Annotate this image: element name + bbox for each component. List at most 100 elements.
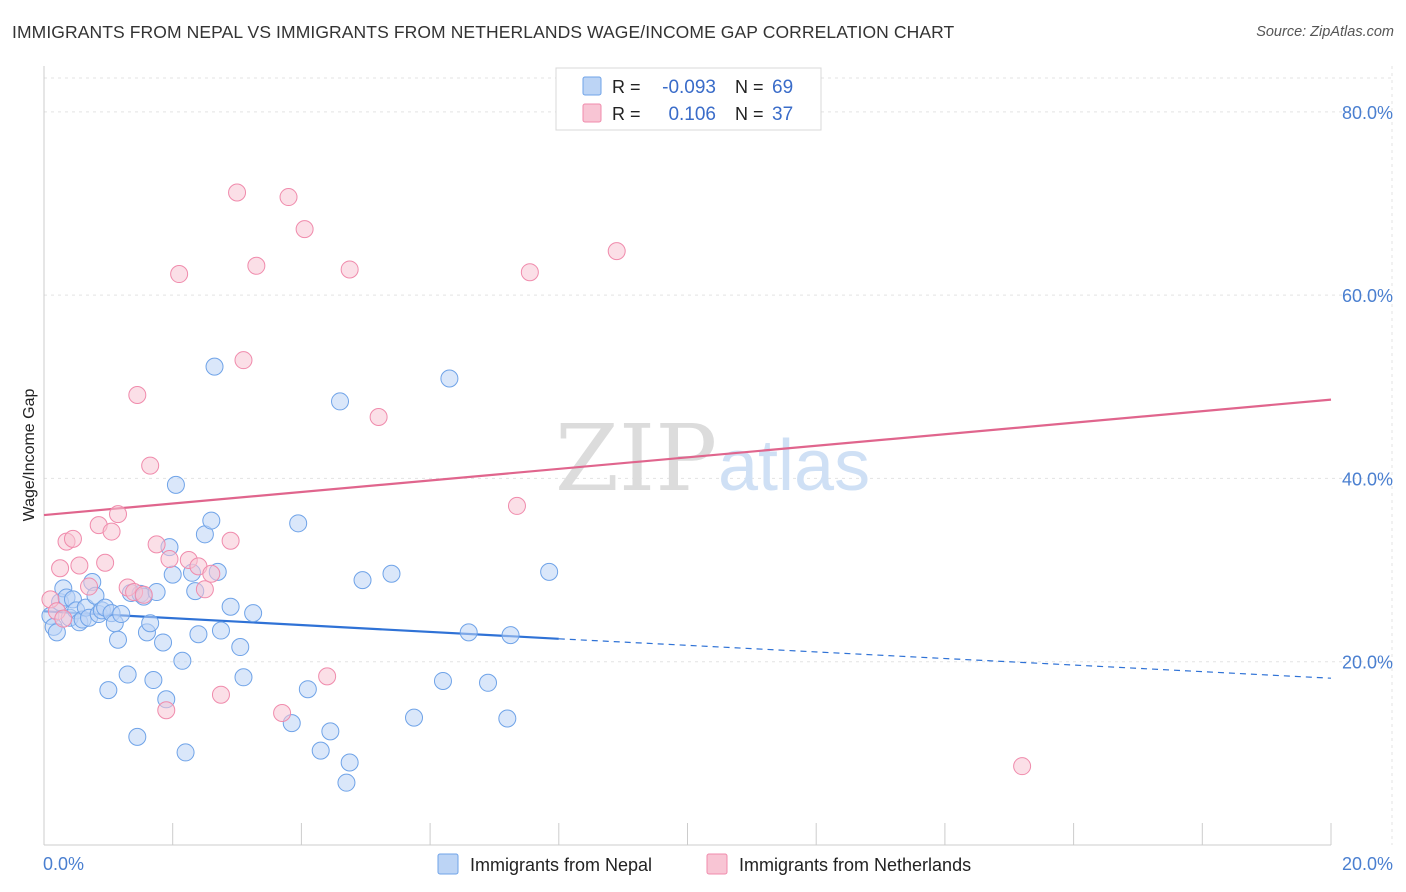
point-netherlands: [221, 531, 240, 550]
chart-source: Source: ZipAtlas.com: [1256, 24, 1394, 40]
point-nepal: [176, 743, 195, 762]
point-nepal: [340, 753, 359, 772]
point-nepal: [289, 514, 308, 533]
point-nepal: [211, 621, 230, 640]
stats-r-value-nepal: -0.093: [662, 77, 716, 98]
point-nepal: [141, 614, 160, 633]
point-netherlands: [70, 556, 89, 575]
point-netherlands: [134, 585, 153, 604]
point-netherlands: [507, 496, 526, 515]
point-netherlands: [1013, 757, 1032, 776]
point-nepal: [433, 671, 452, 690]
point-netherlands: [318, 667, 337, 686]
point-nepal: [311, 741, 330, 760]
point-netherlands: [195, 580, 214, 599]
axes: [43, 66, 1332, 846]
point-netherlands: [51, 559, 70, 578]
point-netherlands: [80, 577, 99, 596]
y-tick-labels: 20.0% 40.0% 60.0% 80.0%: [1342, 103, 1393, 673]
trend-line-nepal-extension: [558, 638, 1332, 679]
point-netherlands: [211, 685, 230, 704]
point-netherlands: [234, 351, 253, 370]
point-netherlands: [273, 704, 292, 723]
point-nepal: [154, 633, 173, 652]
point-nepal: [353, 571, 372, 590]
point-nepal: [321, 722, 340, 741]
watermark-zip: ZIP: [555, 405, 717, 512]
point-netherlands: [520, 263, 539, 282]
point-netherlands: [102, 522, 121, 541]
stats-r-label-netherlands: R =: [612, 104, 641, 124]
point-nepal: [405, 708, 424, 727]
point-netherlands: [247, 256, 266, 275]
point-netherlands: [295, 220, 314, 239]
point-nepal: [118, 665, 137, 684]
point-nepal: [440, 369, 459, 388]
x-tick-labels: 0.0% 20.0%: [43, 854, 1393, 874]
point-netherlands: [128, 386, 147, 405]
point-nepal: [382, 564, 401, 583]
points-netherlands: [41, 183, 1032, 776]
stats-legend-swatch-nepal: [582, 76, 602, 96]
stats-n-value-nepal: 69: [772, 77, 793, 98]
point-nepal: [173, 651, 192, 670]
x-tick-label: 0.0%: [43, 854, 84, 874]
watermark-atlas: atlas: [718, 426, 870, 506]
point-netherlands: [63, 529, 82, 548]
point-nepal: [189, 625, 208, 644]
stats-legend-swatch-netherlands: [582, 103, 602, 123]
points-nepal: [41, 357, 559, 792]
point-netherlands: [228, 183, 247, 202]
point-nepal: [166, 475, 185, 494]
point-netherlands: [54, 609, 73, 628]
watermark: ZIP atlas: [555, 405, 870, 512]
x-tick-label: 20.0%: [1342, 854, 1393, 874]
point-netherlands: [369, 408, 388, 427]
point-nepal: [128, 727, 147, 746]
point-netherlands: [141, 456, 160, 475]
point-nepal: [221, 597, 240, 616]
point-nepal: [498, 709, 517, 728]
y-tick-label: 20.0%: [1342, 653, 1393, 673]
point-nepal: [144, 671, 163, 690]
point-nepal: [234, 668, 253, 687]
bottom-legend: Immigrants from Nepal Immigrants from Ne…: [437, 853, 971, 875]
point-netherlands: [109, 505, 128, 524]
stats-r-label-nepal: R =: [612, 77, 641, 97]
point-netherlands: [147, 535, 166, 554]
y-tick-label: 80.0%: [1342, 103, 1393, 123]
chart-title: IMMIGRANTS FROM NEPAL VS IMMIGRANTS FROM…: [12, 22, 955, 42]
point-netherlands: [279, 188, 298, 207]
point-netherlands: [340, 260, 359, 279]
point-nepal: [244, 604, 263, 623]
stats-n-label-netherlands: N =: [735, 104, 764, 124]
point-nepal: [331, 392, 350, 411]
stats-n-value-netherlands: 37: [772, 104, 793, 125]
point-nepal: [540, 562, 559, 581]
point-nepal: [231, 638, 250, 657]
point-netherlands: [160, 550, 179, 569]
stats-n-label-nepal: N =: [735, 77, 764, 97]
point-nepal: [501, 626, 520, 645]
point-nepal: [298, 680, 317, 699]
point-nepal: [112, 605, 131, 624]
y-tick-label: 40.0%: [1342, 469, 1393, 489]
point-netherlands: [202, 564, 221, 583]
point-netherlands: [607, 242, 626, 261]
stats-legend: R = -0.093 N = 69 R = 0.106 N = 37: [555, 67, 822, 131]
legend-swatch-nepal: [437, 853, 459, 875]
point-nepal: [205, 357, 224, 376]
point-nepal: [459, 623, 478, 642]
point-nepal: [202, 511, 221, 530]
legend-label-nepal: Immigrants from Nepal: [470, 855, 652, 875]
trend-line-netherlands: [43, 398, 1332, 517]
point-nepal: [109, 630, 128, 649]
point-nepal: [99, 681, 118, 700]
point-netherlands: [96, 553, 115, 572]
stats-r-value-netherlands: 0.106: [668, 104, 716, 125]
legend-label-netherlands: Immigrants from Netherlands: [739, 855, 971, 875]
point-nepal: [479, 673, 498, 692]
y-tick-label: 60.0%: [1342, 286, 1393, 306]
point-nepal: [337, 773, 356, 792]
